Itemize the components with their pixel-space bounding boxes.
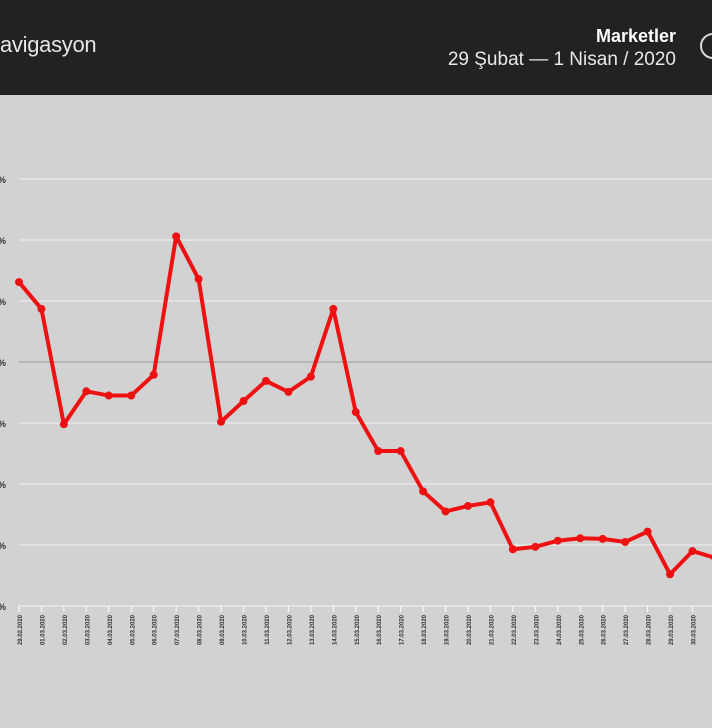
x-tick-label: 25.03.2020 <box>579 614 585 645</box>
data-point <box>149 370 158 379</box>
data-point <box>82 387 91 396</box>
x-tick-label: 11.03.2020 <box>265 614 271 644</box>
data-point <box>396 447 405 456</box>
y-tick-label: % <box>0 236 6 246</box>
x-tick-label: 14.03.2020 <box>332 614 338 645</box>
logo-icon <box>700 33 712 59</box>
data-point <box>464 501 472 510</box>
y-tick-label: % <box>0 358 6 368</box>
brand-label: avigasyon <box>0 32 97 57</box>
data-point <box>239 397 248 406</box>
series-line <box>17 234 712 577</box>
x-tick-label: 17.03.2020 <box>400 614 406 645</box>
data-point <box>217 417 226 426</box>
chart-grid <box>18 178 712 612</box>
x-tick-label: 01.03.2020 <box>40 614 46 645</box>
data-point <box>261 376 270 385</box>
x-axis-labels: 29.02.2020 01.03.2020 02.03.2020 03.03.2020… <box>18 614 698 645</box>
y-tick-label: % <box>0 602 6 612</box>
data-point <box>329 304 338 313</box>
x-tick-label: 18.03.2020 <box>422 614 428 645</box>
data-point <box>351 408 360 417</box>
x-tick-label: 19.03.2020 <box>445 614 451 645</box>
y-axis-labels: %%%%%%%% <box>0 175 6 612</box>
data-point <box>598 534 607 543</box>
y-tick-label: % <box>0 480 6 490</box>
data-point <box>104 391 113 400</box>
data-point <box>576 534 585 543</box>
data-point <box>441 507 450 516</box>
data-point <box>374 447 383 456</box>
x-tick-label: 28.03.2020 <box>647 614 653 645</box>
x-tick-label: 02.03.2020 <box>63 614 69 645</box>
x-tick-label: 13.03.2020 <box>310 614 316 645</box>
chart-series <box>15 232 712 579</box>
data-point <box>419 487 428 496</box>
data-point <box>531 542 540 551</box>
data-point <box>284 387 293 396</box>
data-point <box>127 391 136 400</box>
x-tick-label: 08.03.2020 <box>198 614 204 645</box>
x-tick-label: 16.03.2020 <box>377 614 383 645</box>
data-point <box>643 527 652 536</box>
data-point <box>306 372 315 381</box>
x-tick-label: 12.03.2020 <box>287 614 293 645</box>
x-tick-label: 29.03.2020 <box>669 614 675 645</box>
data-point <box>666 570 675 579</box>
chart-title: Marketler <box>595 26 676 46</box>
x-tick-label: 07.03.2020 <box>175 614 181 645</box>
y-tick-label: % <box>0 541 6 551</box>
x-tick-label: 05.03.2020 <box>130 614 136 645</box>
x-tick-label: 26.03.2020 <box>602 614 608 645</box>
header-bar: avigasyon Marketler 29 Şubat — 1 Nisan /… <box>0 0 712 95</box>
x-tick-label: 10.03.2020 <box>243 614 249 645</box>
x-tick-label: 30.03.2020 <box>692 614 698 645</box>
data-point <box>37 304 46 313</box>
x-tick-label: 22.03.2020 <box>512 614 518 645</box>
data-point <box>688 547 697 556</box>
x-tick-label: 09.03.2020 <box>220 614 226 645</box>
data-point <box>15 278 23 287</box>
x-tick-label: 24.03.2020 <box>557 614 563 645</box>
data-point <box>508 545 517 554</box>
x-tick-label: 03.03.2020 <box>85 614 91 645</box>
x-tick-label: 21.03.2020 <box>489 614 495 645</box>
y-tick-label: % <box>0 297 6 307</box>
data-point <box>486 498 495 507</box>
x-tick-label: 29.02.2020 <box>18 614 24 645</box>
y-tick-label: % <box>0 419 6 429</box>
x-tick-label: 06.03.2020 <box>153 614 159 645</box>
data-point <box>59 420 68 429</box>
x-tick-label: 04.03.2020 <box>108 614 114 645</box>
date-range: 29 Şubat — 1 Nisan / 2020 <box>447 49 676 70</box>
x-tick-label: 27.03.2020 <box>624 614 630 645</box>
x-tick-label: 15.03.2020 <box>355 614 361 645</box>
x-tick-label: 20.03.2020 <box>467 614 473 645</box>
data-point <box>553 536 562 545</box>
data-point <box>194 275 203 284</box>
data-point <box>621 537 630 546</box>
x-tick-label: 23.03.2020 <box>534 614 540 645</box>
line-chart: %%%%%%%% 29.02.2020 01.03.2020 02.03.2020 0… <box>0 175 712 645</box>
y-tick-label: % <box>0 175 6 185</box>
data-point <box>172 232 181 241</box>
